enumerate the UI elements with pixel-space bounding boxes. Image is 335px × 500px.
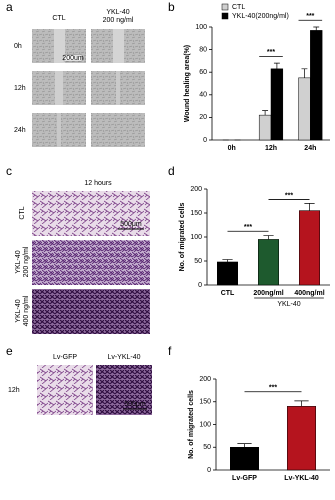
annotation: *** xyxy=(267,49,275,56)
panel-letter: b xyxy=(168,0,175,14)
y-axis-label: No. of migrated cells xyxy=(179,202,186,271)
panel-letter: a xyxy=(6,0,13,14)
row-label: YKL-40 200 ng/ml xyxy=(15,246,30,277)
image xyxy=(96,365,152,415)
annotation: *** xyxy=(269,385,277,392)
legend-label: CTL xyxy=(232,4,245,11)
y-tick-label: 0 xyxy=(203,137,207,144)
x-tick-label: Lv-GFP xyxy=(232,475,257,482)
x-tick-label: 0h xyxy=(228,145,236,152)
image-gap xyxy=(55,71,63,105)
bar xyxy=(258,239,279,286)
image-gap xyxy=(57,113,61,147)
image-gap xyxy=(116,71,120,105)
error-bar xyxy=(263,235,274,240)
x-tick-label: 24h xyxy=(304,145,316,152)
y-tick-label: 150 xyxy=(199,399,211,406)
y-tick-label: 50 xyxy=(203,444,211,451)
x-tick-label: Lv-YKL-40 xyxy=(284,475,319,482)
panel-letter: c xyxy=(6,164,12,178)
row-label: 12h xyxy=(14,85,26,92)
error-bar xyxy=(313,26,320,31)
row-label: YKL-40 400 ng/ml xyxy=(15,295,30,326)
error-bar xyxy=(304,203,315,211)
y-axis-label: Wound healing area(%) xyxy=(184,45,191,122)
row-label: 24h xyxy=(14,127,26,134)
image xyxy=(91,113,145,147)
error-bar xyxy=(294,400,309,407)
bar xyxy=(310,30,323,141)
image xyxy=(32,240,150,285)
label: 200 ng/ml xyxy=(103,17,134,24)
panel-letter: e xyxy=(6,344,13,358)
row-label: 0h xyxy=(14,43,22,50)
row-label: 12h xyxy=(8,387,20,394)
label: YKL-40 xyxy=(15,299,22,322)
y-tick-label: 100 xyxy=(199,421,211,428)
legend-swatch xyxy=(221,12,229,20)
x-tick-label: CTL xyxy=(221,290,235,297)
column-label: Lv-GFP xyxy=(53,354,77,361)
y-tick-label: 20 xyxy=(199,114,207,121)
y-tick-label: 80 xyxy=(199,46,207,53)
error-bar xyxy=(273,62,280,69)
error-bar xyxy=(301,68,308,78)
bar xyxy=(217,261,238,286)
scale-label: 200um xyxy=(62,55,84,62)
bar xyxy=(298,77,311,141)
bar xyxy=(230,447,259,471)
label: YKL-40 xyxy=(106,9,129,16)
error-bar xyxy=(237,443,252,448)
x-tick-label: 200ng/ml xyxy=(253,290,283,297)
bar xyxy=(270,68,284,141)
panel-letter: f xyxy=(168,344,172,358)
image xyxy=(37,365,93,415)
scale-label: 500μm xyxy=(124,401,146,408)
panel-letter: d xyxy=(168,164,175,178)
y-tick-label: 40 xyxy=(199,92,207,99)
annotation: *** xyxy=(244,224,252,231)
y-tick-label: 60 xyxy=(199,69,207,76)
y-tick-label: 100 xyxy=(190,234,202,241)
bar xyxy=(287,406,316,471)
y-tick-label: 0 xyxy=(207,467,211,474)
y-axis-label: No. of migrated cells xyxy=(188,390,195,459)
y-tick-label: 100 xyxy=(195,24,207,31)
error-bar xyxy=(262,110,269,116)
image xyxy=(32,289,150,334)
error-bar xyxy=(222,259,233,262)
bar xyxy=(299,210,320,286)
x-tick-label: 400ng/ml xyxy=(294,290,324,297)
image-gap xyxy=(54,29,65,63)
scale-label: 500μm xyxy=(120,221,142,228)
title: 12 hours xyxy=(84,180,112,187)
y-tick-label: 50 xyxy=(194,258,202,265)
column-label: Lv-YKL-40 xyxy=(107,354,140,361)
y-tick-label: 150 xyxy=(190,210,202,217)
legend-label: YKL-40(200ng/ml) xyxy=(232,13,289,20)
label: YKL-40 xyxy=(15,250,22,273)
x-tick-label: 12h xyxy=(265,145,277,152)
wound-images xyxy=(32,29,145,147)
label: CTL xyxy=(19,206,26,219)
annotation: *** xyxy=(285,192,293,199)
legend-swatch xyxy=(221,3,229,11)
label: 200 ng/ml xyxy=(23,246,30,277)
image-gap xyxy=(113,29,124,63)
label: 400 ng/ml xyxy=(23,295,30,326)
bar xyxy=(258,114,272,141)
group-label: YKL-40 xyxy=(277,301,300,308)
label: CTL xyxy=(52,15,65,22)
scale-box xyxy=(63,54,83,62)
y-tick-label: 0 xyxy=(198,282,202,289)
row-label: CTL xyxy=(19,206,26,219)
annotation: *** xyxy=(306,13,314,20)
y-tick-label: 200 xyxy=(199,376,211,383)
y-tick-label: 200 xyxy=(190,186,202,193)
